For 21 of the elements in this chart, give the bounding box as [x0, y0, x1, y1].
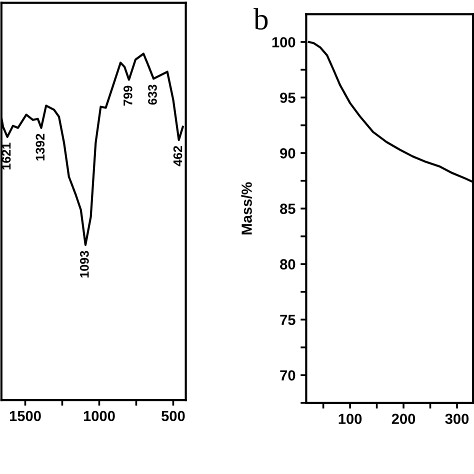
x-tick-label: 1500: [10, 410, 41, 422]
annotation: 633: [148, 84, 157, 105]
y-axis-title: Mass/%: [241, 182, 252, 234]
x-tick-label: 1000: [84, 410, 115, 422]
x-tick-label: 300: [445, 414, 469, 424]
chart-title: b: [254, 8, 268, 30]
y-tick-label: 80: [280, 259, 296, 270]
annotation: 1621: [2, 142, 11, 170]
y-tick-label: 85: [280, 204, 296, 214]
y-tick-label: 90: [280, 148, 296, 158]
x-tick-label: 500: [162, 410, 185, 422]
annotation: 799: [123, 86, 132, 106]
annotation: 1392: [36, 134, 45, 160]
y-tick-label: 100: [272, 37, 296, 48]
x-tick-label: 200: [392, 414, 416, 424]
annotation: 462: [173, 146, 182, 166]
annotation: 1093: [80, 250, 89, 278]
y-tick-label: 70: [280, 370, 296, 381]
y-tick-label: 75: [280, 314, 296, 326]
x-tick-label: 100: [338, 414, 362, 424]
y-tick-label: 95: [280, 92, 296, 103]
